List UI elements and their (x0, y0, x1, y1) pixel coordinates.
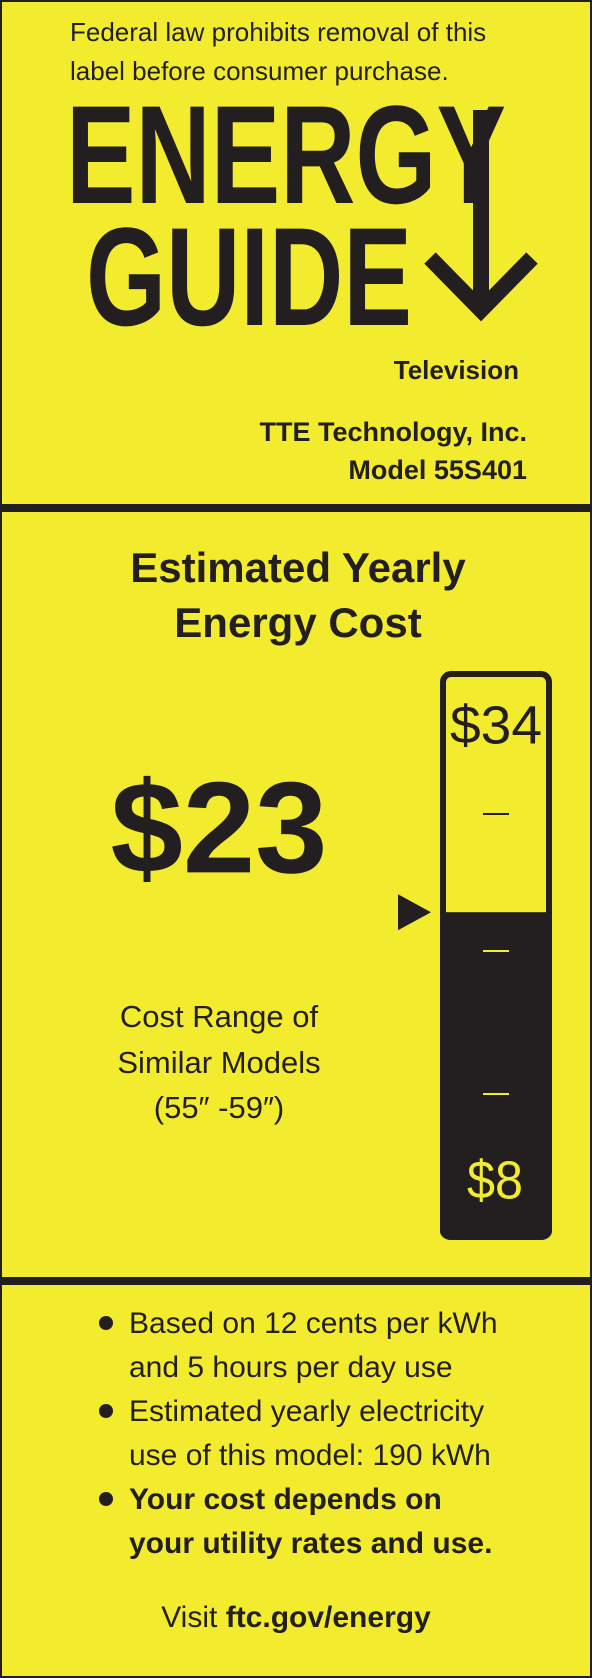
bullet-dot (99, 1316, 113, 1330)
gauge-min-label: $8 (467, 1150, 523, 1210)
gauge-fill (443, 912, 549, 1237)
visit-line: Visit ftc.gov/energy (161, 1601, 431, 1634)
bullet-text: and 5 hours per day use (129, 1351, 453, 1384)
bullet-text: use of this model: 190 kWh (129, 1439, 491, 1472)
cost-heading: Estimated Yearly (130, 544, 466, 591)
cost-gauge: $34 $8 (398, 671, 552, 1240)
bullet-dot (99, 1492, 113, 1506)
cost-heading: Energy Cost (174, 599, 421, 646)
gauge-marker (398, 894, 431, 931)
manufacturer: TTE Technology, Inc. (259, 417, 527, 447)
notice-line: Federal law prohibits removal of this (70, 17, 486, 47)
gauge-fill-corner (440, 1222, 552, 1240)
visit-link: ftc.gov/energy (226, 1601, 431, 1634)
logo-arrow-head (424, 252, 538, 322)
visit-text: Visit (161, 1601, 218, 1634)
range-caption: Cost Range of (120, 999, 319, 1034)
bullet-text: Your cost depends on (129, 1483, 442, 1516)
notice-line: label before consumer purchase. (70, 56, 449, 86)
range-caption: (55″ -59″) (154, 1090, 285, 1125)
bullet-list: Based on 12 cents per kWh and 5 hours per… (99, 1307, 498, 1560)
product-type: Television (394, 355, 519, 385)
logo-guide: GUIDE (86, 198, 412, 355)
bullet-text: Based on 12 cents per kWh (129, 1307, 498, 1340)
bullet-text: Estimated yearly electricity (129, 1395, 484, 1428)
divider (0, 1277, 592, 1285)
range-caption: Similar Models (117, 1045, 320, 1080)
estimated-cost: $23 (111, 754, 328, 900)
bullet-text: your utility rates and use. (129, 1527, 492, 1560)
divider (0, 504, 592, 512)
model: Model 55S401 (348, 455, 527, 485)
logo-energy: ENERGY (66, 76, 506, 233)
gauge-max-label: $34 (450, 695, 542, 755)
bullet-dot (99, 1404, 113, 1418)
